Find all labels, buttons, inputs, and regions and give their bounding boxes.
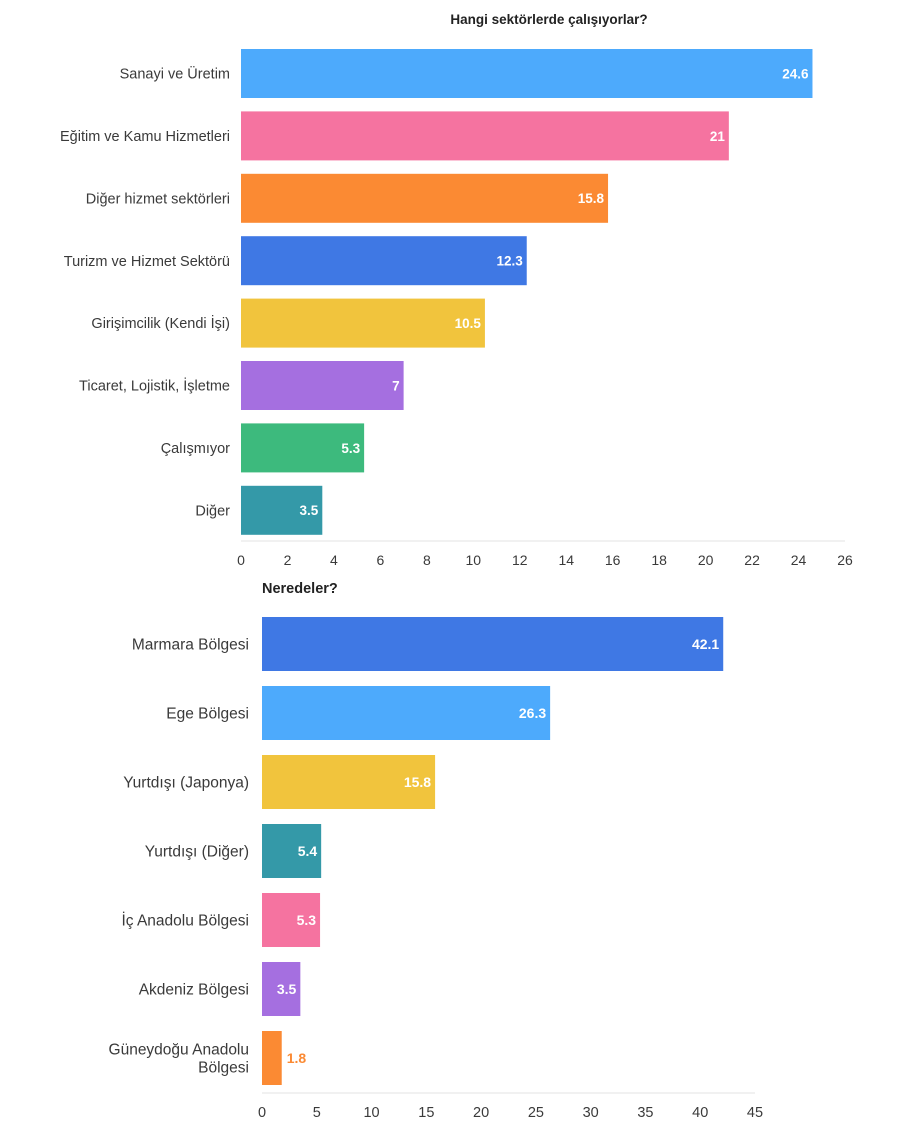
x-tick-label: 35 — [637, 1105, 653, 1121]
category-label: Güneydoğu Anadolu Bölgesi — [109, 1042, 249, 1077]
bar — [241, 173, 609, 223]
bar — [262, 755, 436, 809]
x-tick-label: 6 — [376, 552, 384, 568]
category-label: Girişimcilik (Kendi İşi) — [91, 314, 230, 332]
bar — [241, 485, 323, 535]
value-label: 3.5 — [300, 503, 319, 518]
category-label: Diğer hizmet sektörleri — [86, 191, 230, 207]
value-label: 3.5 — [277, 981, 297, 997]
bar — [241, 298, 485, 348]
category-label: Ege Bölgesi — [166, 705, 249, 722]
x-tick-label: 20 — [473, 1105, 489, 1121]
x-tick-label: 2 — [284, 552, 292, 568]
bar — [262, 824, 322, 878]
x-tick-label: 26 — [837, 552, 853, 568]
x-tick-label: 22 — [744, 552, 760, 568]
x-tick-label: 16 — [605, 552, 621, 568]
value-label: 5.4 — [298, 843, 318, 859]
chart-1: Hangi sektörlerde çalışıyorlar? Sanayi ve… — [60, 12, 853, 568]
x-tick-label: 14 — [558, 552, 574, 568]
value-label: 1.8 — [287, 1050, 307, 1066]
category-label: Marmara Bölgesi — [132, 636, 249, 653]
value-label: 5.3 — [297, 912, 317, 928]
value-label: 12.3 — [496, 254, 523, 269]
value-label: 42.1 — [692, 636, 719, 652]
category-label: Ticaret, Lojistik, İşletme — [79, 377, 230, 395]
x-tick-label: 12 — [512, 552, 528, 568]
value-label: 7 — [392, 378, 400, 393]
category-label: Yurtdışı (Japonya) — [123, 774, 249, 791]
value-label: 21 — [710, 129, 726, 144]
value-label: 15.8 — [404, 774, 431, 790]
x-tick-label: 15 — [418, 1105, 434, 1121]
x-tick-label: 25 — [528, 1105, 544, 1121]
x-tick-label: 8 — [423, 552, 431, 568]
x-tick-label: 18 — [651, 552, 667, 568]
x-tick-label: 0 — [258, 1105, 266, 1121]
category-label: Sanayi ve Üretim — [120, 65, 230, 83]
category-label: Akdeniz Bölgesi — [139, 981, 249, 998]
bar — [262, 617, 724, 671]
x-tick-label: 24 — [791, 552, 807, 568]
x-tick-label: 10 — [363, 1105, 379, 1121]
x-tick-label: 5 — [313, 1105, 321, 1121]
x-tick-label: 40 — [692, 1105, 708, 1121]
category-label: Eğitim ve Kamu Hizmetleri — [60, 129, 230, 145]
value-label: 5.3 — [341, 441, 360, 456]
x-tick-label: 0 — [237, 552, 245, 568]
bar — [241, 361, 404, 410]
value-label: 15.8 — [578, 191, 605, 206]
x-tick-label: 45 — [747, 1105, 763, 1121]
chart-title: Neredeler? — [262, 581, 338, 597]
category-label: Çalışmıyor — [161, 441, 230, 457]
x-tick-label: 30 — [583, 1105, 599, 1121]
x-tick-label: 20 — [698, 552, 714, 568]
chart-2: Neredeler? Marmara Bölgesi 42.1 Ege Bölgesi… — [109, 581, 764, 1121]
bar — [262, 1031, 282, 1085]
category-label: Turizm ve Hizmet Sektörü — [64, 254, 230, 270]
bar — [262, 962, 301, 1016]
bar — [241, 236, 527, 286]
x-tick-label: 4 — [330, 552, 338, 568]
value-label: 24.6 — [782, 66, 809, 81]
value-label: 26.3 — [519, 705, 546, 721]
value-label: 10.5 — [455, 316, 482, 331]
category-label: Yurtdışı (Diğer) — [145, 843, 249, 860]
bar — [262, 686, 551, 740]
x-tick-label: 10 — [466, 552, 482, 568]
category-label: Diğer — [195, 503, 230, 519]
bar — [241, 423, 365, 473]
chart-title: Hangi sektörlerde çalışıyorlar? — [450, 12, 647, 27]
bar — [241, 49, 813, 98]
category-label: İç Anadolu Bölgesi — [121, 911, 249, 929]
bar — [262, 893, 321, 947]
bar — [241, 111, 729, 161]
